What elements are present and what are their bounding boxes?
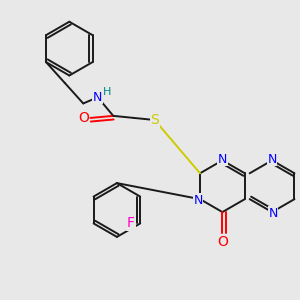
Text: O: O xyxy=(217,235,228,249)
Text: N: N xyxy=(193,194,203,207)
Text: O: O xyxy=(78,111,89,125)
Text: F: F xyxy=(127,216,135,230)
Text: N: N xyxy=(218,153,227,166)
Text: N: N xyxy=(268,207,278,220)
Text: H: H xyxy=(103,87,111,97)
Text: S: S xyxy=(150,113,159,127)
Text: N: N xyxy=(267,153,277,166)
Text: N: N xyxy=(93,91,102,104)
